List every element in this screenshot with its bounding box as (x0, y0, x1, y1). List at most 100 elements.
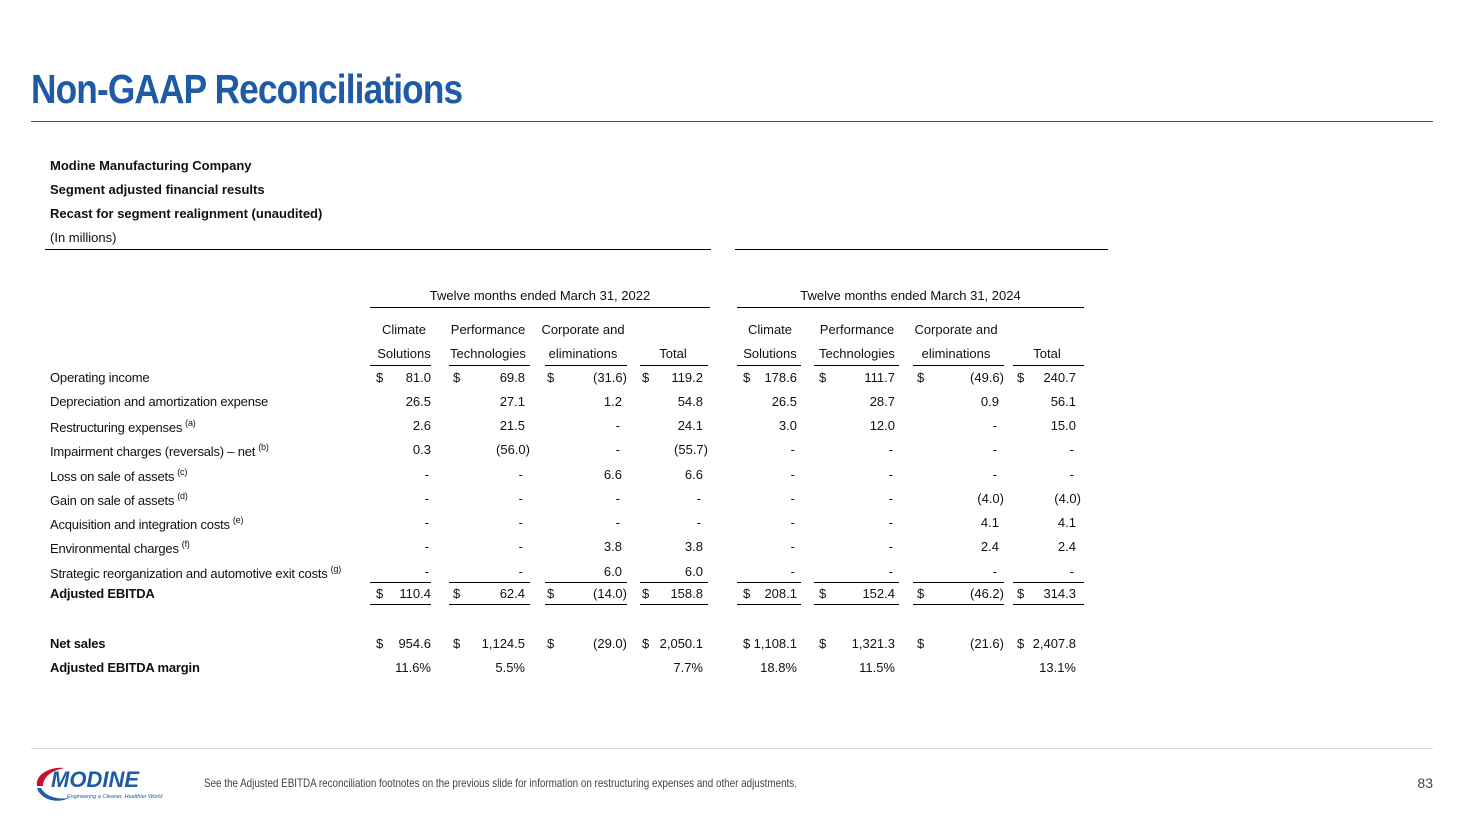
table-cell: 3.8 (684, 539, 703, 554)
table-cell: 2.4 (1057, 539, 1076, 554)
table-cell: (21.6) (970, 636, 1004, 651)
row-label: Operating income (50, 370, 150, 385)
column-header: Climate (747, 322, 793, 337)
table-cell: 24.1 (677, 418, 703, 433)
table-cell: 26.5 (771, 394, 797, 409)
table-cell: 13.1% (1039, 660, 1076, 675)
table-cell: (56.0) (496, 442, 530, 457)
table-cell: (14.0) (593, 586, 627, 601)
currency-symbol: $ (547, 370, 555, 385)
table-cell: - (615, 442, 620, 457)
table-subtitle: Segment adjusted financial results (50, 182, 265, 197)
period-rule-2022 (370, 307, 710, 308)
row-label-text: Gain on sale of assets (50, 493, 175, 508)
subtotal-rule (913, 582, 1004, 583)
column-header: Corporate and (914, 322, 998, 337)
column-header: Technologies (450, 346, 526, 361)
table-cell: 110.4 (399, 586, 431, 601)
title-divider (31, 121, 1433, 122)
column-header: Corporate and (541, 322, 625, 337)
row-label-text: Adjusted EBITDA margin (50, 660, 200, 675)
subtotal-rule (370, 582, 431, 583)
table-cell: - (888, 442, 893, 457)
subtotal-rule (737, 582, 801, 583)
row-label: Adjusted EBITDA margin (50, 660, 200, 675)
total-rule (640, 604, 708, 605)
table-cell: 0.3 (412, 442, 431, 457)
table-cell: - (518, 491, 523, 506)
table-cell: - (518, 539, 523, 554)
table-cell: - (888, 515, 893, 530)
svg-text:MODINE: MODINE (51, 767, 140, 792)
currency-symbol: $ (376, 370, 384, 385)
table-cell: - (424, 467, 429, 482)
total-rule (814, 604, 899, 605)
table-cell: 4.1 (1057, 515, 1076, 530)
page-number: 83 (1417, 775, 1433, 791)
table-cell: - (696, 491, 701, 506)
table-cell: - (992, 564, 997, 579)
table-cell: (49.6) (970, 370, 1004, 385)
table-cell: 3.8 (603, 539, 622, 554)
table-cell: 62.4 (499, 586, 525, 601)
footnote-marker: (c) (177, 467, 188, 477)
currency-symbol: $ (1017, 636, 1025, 651)
table-cell: 2,407.8 (1032, 636, 1076, 651)
table-cell: 28.7 (869, 394, 895, 409)
header-rule-left (45, 249, 711, 250)
period-header-2024: Twelve months ended March 31, 2024 (800, 288, 1021, 303)
table-cell: 158.8 (670, 586, 703, 601)
subtotal-rule (1013, 582, 1084, 583)
currency-symbol: $ (453, 586, 461, 601)
header-rule-right (735, 249, 1108, 250)
row-label: Environmental charges (f) (50, 539, 190, 556)
table-cell: - (1069, 442, 1074, 457)
row-label-text: Environmental charges (50, 541, 179, 556)
logo-swoosh-red-icon (36, 767, 65, 786)
table-cell: (29.0) (593, 636, 627, 651)
column-header: eliminations (921, 346, 991, 361)
table-cell: 12.0 (869, 418, 895, 433)
table-cell: (4.0) (1054, 491, 1081, 506)
table-cell: - (518, 515, 523, 530)
footnote-marker: (d) (177, 491, 188, 501)
table-cell: 178.6 (764, 370, 797, 385)
currency-symbol: $ (453, 636, 461, 651)
currency-symbol: $ (1017, 586, 1025, 601)
table-cell: - (518, 467, 523, 482)
subtotal-rule (449, 582, 530, 583)
currency-symbol: $ (917, 370, 925, 385)
table-cell: 2.4 (980, 539, 999, 554)
table-cell: - (888, 491, 893, 506)
table-cell: 54.8 (677, 394, 703, 409)
table-cell: 56.1 (1050, 394, 1076, 409)
table-cell: - (992, 442, 997, 457)
currency-symbol: $ (453, 370, 461, 385)
row-label: Impairment charges (reversals) – net (b) (50, 442, 269, 459)
row-label: Gain on sale of assets (d) (50, 491, 188, 508)
column-header-rule (814, 365, 899, 366)
table-cell: 26.5 (405, 394, 431, 409)
table-cell: 119.2 (671, 370, 703, 385)
subtotal-rule (814, 582, 899, 583)
table-subtitle-2: Recast for segment realignment (unaudite… (50, 206, 323, 221)
subtotal-rule (545, 582, 627, 583)
table-cell: 27.1 (499, 394, 525, 409)
row-label-text: Operating income (50, 370, 150, 385)
table-cell: 1,124.5 (481, 636, 525, 651)
table-cell: (46.2) (970, 586, 1004, 601)
logo-swoosh-blue-icon (37, 788, 69, 801)
column-header: Climate (381, 322, 427, 337)
table-cell: - (696, 515, 701, 530)
table-cell: 21.5 (499, 418, 525, 433)
column-header: Total (659, 346, 687, 361)
total-rule (449, 604, 530, 605)
table-cell: 5.5% (495, 660, 525, 675)
currency-symbol: $ (819, 370, 827, 385)
currency-symbol: $ (642, 370, 650, 385)
currency-symbol: $ (376, 636, 384, 651)
row-label: Acquisition and integration costs (e) (50, 515, 243, 532)
table-cell: - (790, 564, 795, 579)
column-header: eliminations (548, 346, 618, 361)
table-cell: 2.6 (412, 418, 431, 433)
